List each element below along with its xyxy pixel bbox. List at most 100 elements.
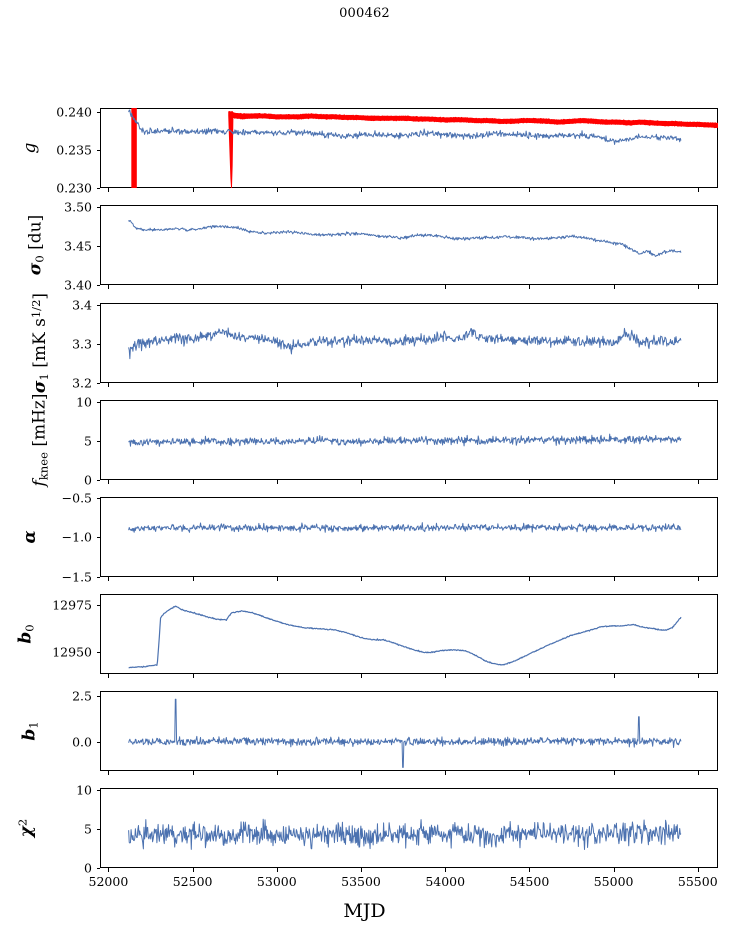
y-tick-mark xyxy=(96,149,100,151)
panel-frame xyxy=(100,691,718,771)
x-tick-mark xyxy=(108,674,110,678)
series-chi2-line xyxy=(128,818,682,850)
y-tick-label-sigma0-0: 3.40 xyxy=(64,277,92,293)
x-tick-mark xyxy=(697,480,699,484)
y-tick-mark xyxy=(96,651,100,653)
y-tick-mark xyxy=(96,285,100,287)
y-axis-label-sigma1: σ1 [mK s1/2] xyxy=(28,292,52,394)
x-tick-mark xyxy=(361,674,363,678)
y-tick-label-sigma1-2: 3.4 xyxy=(72,297,92,313)
x-tick-label-5: 54500 xyxy=(509,874,550,889)
x-tick-mark xyxy=(613,383,615,387)
x-tick-mark xyxy=(529,285,531,289)
x-tick-mark xyxy=(361,383,363,387)
y-tick-mark xyxy=(96,605,100,607)
panel-plot-area-sigma0 xyxy=(128,220,682,257)
y-tick-label-g-0: 0.230 xyxy=(56,180,92,196)
plot-panel-fknee xyxy=(100,400,718,480)
x-tick-mark xyxy=(613,285,615,289)
y-tick-mark xyxy=(96,695,100,697)
series-g-red-band xyxy=(228,111,718,188)
y-tick-mark xyxy=(96,383,100,385)
y-axis-label-b0: b0 xyxy=(15,624,37,644)
panel-plot-area-b1 xyxy=(128,698,682,768)
x-tick-mark xyxy=(276,771,278,775)
panel-plot-area-chi2 xyxy=(128,818,682,850)
y-tick-mark xyxy=(96,245,100,247)
x-tick-mark xyxy=(697,868,699,872)
x-tick-mark xyxy=(108,771,110,775)
y-tick-label-b0-0: 12950 xyxy=(52,644,92,660)
x-tick-mark xyxy=(192,771,194,775)
y-tick-label-fknee-0: 0 xyxy=(84,472,92,488)
x-tick-mark xyxy=(697,285,699,289)
x-tick-label-4: 54000 xyxy=(425,874,466,889)
x-tick-mark xyxy=(613,868,615,872)
x-tick-mark xyxy=(192,188,194,192)
y-tick-label-sigma0-2: 3.50 xyxy=(64,199,92,215)
x-tick-mark xyxy=(445,868,447,872)
x-tick-mark xyxy=(192,383,194,387)
panel-plot-area-g xyxy=(128,108,718,188)
x-tick-mark xyxy=(276,188,278,192)
y-tick-label-b1-1: 2.5 xyxy=(72,688,92,704)
y-tick-mark xyxy=(96,577,100,579)
y-axis-label-fknee: fknee [mHz] xyxy=(29,393,51,487)
x-tick-mark xyxy=(697,188,699,192)
y-tick-mark xyxy=(96,741,100,743)
y-tick-label-g-2: 0.240 xyxy=(56,104,92,120)
series-alpha-line xyxy=(128,522,682,533)
plot-panel-g xyxy=(100,108,718,188)
x-tick-mark xyxy=(445,188,447,192)
x-axis-label: MJD xyxy=(343,900,386,922)
figure-title: 000462 xyxy=(339,6,390,21)
x-tick-label-2: 53000 xyxy=(256,874,297,889)
x-tick-mark xyxy=(192,577,194,581)
y-tick-mark xyxy=(96,111,100,113)
x-tick-mark xyxy=(108,383,110,387)
panel-plot-area-fknee xyxy=(128,433,682,447)
y-tick-mark xyxy=(96,497,100,499)
y-tick-label-sigma1-0: 3.2 xyxy=(72,375,92,391)
x-tick-mark xyxy=(276,868,278,872)
x-tick-label-3: 53500 xyxy=(341,874,381,889)
x-tick-mark xyxy=(108,577,110,581)
x-tick-mark xyxy=(361,188,363,192)
y-tick-mark xyxy=(96,206,100,208)
y-tick-label-alpha-2: −0.5 xyxy=(61,490,92,506)
y-axis-label-chi2: χ2 xyxy=(15,818,37,838)
y-tick-label-fknee-1: 5 xyxy=(84,433,92,449)
x-tick-mark xyxy=(697,674,699,678)
x-tick-mark xyxy=(361,771,363,775)
y-axis-label-b1: b1 xyxy=(19,721,41,741)
x-tick-mark xyxy=(361,868,363,872)
panel-frame xyxy=(100,594,718,674)
y-tick-mark xyxy=(96,789,100,791)
x-tick-mark xyxy=(108,480,110,484)
series-g-red-band-spike xyxy=(131,108,137,188)
x-tick-mark xyxy=(529,674,531,678)
x-tick-mark xyxy=(529,188,531,192)
x-tick-mark xyxy=(445,383,447,387)
x-tick-mark xyxy=(108,868,110,872)
y-tick-mark xyxy=(96,868,100,870)
x-tick-label-0: 52000 xyxy=(88,874,129,889)
y-tick-label-chi2-1: 5 xyxy=(84,821,92,837)
x-tick-mark xyxy=(276,285,278,289)
x-tick-label-6: 55000 xyxy=(593,874,634,889)
series-g-blue xyxy=(128,109,682,145)
x-tick-mark xyxy=(445,285,447,289)
plot-panel-sigma0 xyxy=(100,205,718,285)
x-tick-mark xyxy=(445,771,447,775)
panel-plot-area-alpha xyxy=(128,522,682,533)
y-tick-mark xyxy=(96,304,100,306)
x-tick-mark xyxy=(529,480,531,484)
x-tick-mark xyxy=(192,868,194,872)
y-tick-label-sigma0-1: 3.45 xyxy=(64,238,92,254)
x-tick-mark xyxy=(697,771,699,775)
series-fknee-line xyxy=(128,433,682,447)
y-tick-label-alpha-1: −1.0 xyxy=(61,529,92,545)
y-tick-label-b1-0: 0.0 xyxy=(72,734,92,750)
y-axis-label-alpha: α xyxy=(20,530,40,544)
